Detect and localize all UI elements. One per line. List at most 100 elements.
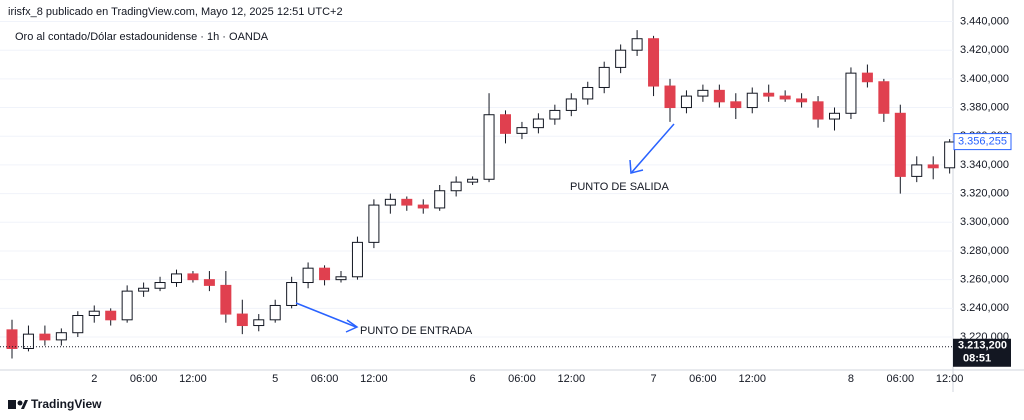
candle-body <box>253 319 265 327</box>
x-tick-label: 6 <box>470 373 476 385</box>
y-tick-label: 3.240,000 <box>960 302 1009 314</box>
x-tick-label: 06:00 <box>508 373 536 385</box>
candle-body <box>417 204 429 209</box>
x-tick-label: 12:00 <box>360 373 388 385</box>
candle-body <box>319 267 331 281</box>
price-label-box <box>953 133 1012 151</box>
candle-body <box>269 304 281 321</box>
candle-body <box>105 310 117 321</box>
arrow-head <box>629 159 644 174</box>
x-tick-label: 7 <box>650 373 656 385</box>
candle-body <box>368 204 380 243</box>
candle-body <box>565 98 577 111</box>
candle-body <box>335 276 347 281</box>
x-tick-label: 12:00 <box>558 373 586 385</box>
candle-body <box>680 95 692 109</box>
candle-body <box>351 241 363 278</box>
candle-body <box>944 141 956 169</box>
candle-body <box>500 114 511 134</box>
candle-body <box>763 92 775 97</box>
x-tick-label: 8 <box>848 373 854 385</box>
y-tick-label: 3.340,000 <box>960 159 1009 171</box>
y-tick-label: 3.380,000 <box>960 101 1009 113</box>
candle-body <box>812 101 824 120</box>
arrow-head <box>345 319 359 333</box>
chart-title: irisfx_8 publicado en TradingView.com, M… <box>8 6 343 18</box>
candle-body <box>220 284 232 315</box>
candle-body <box>88 310 100 317</box>
x-tick-label: 06:00 <box>311 373 339 385</box>
candle-body <box>55 332 67 341</box>
brand: TradingView <box>31 397 102 411</box>
candle-body <box>713 89 725 103</box>
arrow <box>631 123 675 173</box>
candle-body <box>746 92 758 109</box>
candle-body <box>730 101 742 109</box>
candle-body <box>845 72 857 114</box>
candle-body <box>121 290 133 321</box>
candle-body <box>72 315 84 334</box>
candle-body <box>615 49 627 68</box>
candle-body <box>516 127 528 134</box>
candle-body <box>697 89 709 97</box>
price-label: 3.356,255 <box>958 136 1007 148</box>
candle-body <box>450 181 462 192</box>
candle-body <box>796 98 808 103</box>
candle-body <box>927 164 939 169</box>
candle-body <box>598 66 610 88</box>
arrow <box>295 302 357 328</box>
candle-body <box>401 198 413 206</box>
chart-subtitle: Oro al contado/Dólar estadounidense · 1h… <box>15 31 269 43</box>
y-tick-label: 3.280,000 <box>960 245 1009 257</box>
candle-body <box>829 112 840 120</box>
candle-body <box>664 85 676 109</box>
candle-body <box>39 333 51 341</box>
candle-body <box>894 112 906 177</box>
candle-body <box>483 114 495 180</box>
candle-body <box>779 95 791 100</box>
candle-body <box>861 72 873 83</box>
candle-body <box>532 118 544 129</box>
candle-body <box>302 267 314 284</box>
x-tick-label: 06:00 <box>887 373 915 385</box>
y-tick-label: 3.400,000 <box>960 73 1009 85</box>
candle-body <box>171 273 182 284</box>
y-tick-label: 3.420,000 <box>960 44 1009 56</box>
x-tick-label: 06:00 <box>689 373 717 385</box>
annotation: PUNTO DE ENTRADA <box>360 325 473 337</box>
candle-body <box>631 38 643 51</box>
candle-body <box>203 279 215 286</box>
candle-body <box>286 282 298 306</box>
candle-body <box>138 287 150 292</box>
x-tick-label: 12:00 <box>936 373 964 385</box>
brand-logo <box>8 400 28 409</box>
candle-body <box>434 190 446 209</box>
candle-body <box>582 86 594 100</box>
annotation: PUNTO DE SALIDA <box>570 181 669 193</box>
y-tick-label: 3.300,000 <box>960 216 1009 228</box>
price-label: 3.213,200 <box>958 340 1007 352</box>
x-tick-label: 5 <box>272 373 278 385</box>
candle-body <box>911 164 923 177</box>
candle-body <box>154 282 166 289</box>
candle-body <box>384 198 396 206</box>
price-time: 08:51 <box>963 353 991 365</box>
x-tick-label: 12:00 <box>738 373 766 385</box>
x-tick-label: 2 <box>91 373 97 385</box>
candle-body <box>878 81 890 114</box>
y-tick-label: 3.320,000 <box>960 188 1009 200</box>
candle-body <box>648 38 660 87</box>
y-tick-label: 3.260,000 <box>960 274 1009 286</box>
candle-body <box>236 313 248 327</box>
price-label-box <box>953 338 1011 367</box>
candle-body <box>549 109 561 120</box>
x-tick-label: 12:00 <box>179 373 207 385</box>
candle-body <box>22 333 34 349</box>
candle-body <box>187 273 199 281</box>
candle-body <box>6 329 18 349</box>
y-tick-label: 3.440,000 <box>960 15 1009 27</box>
candle-body <box>467 178 479 183</box>
x-tick-label: 06:00 <box>130 373 158 385</box>
